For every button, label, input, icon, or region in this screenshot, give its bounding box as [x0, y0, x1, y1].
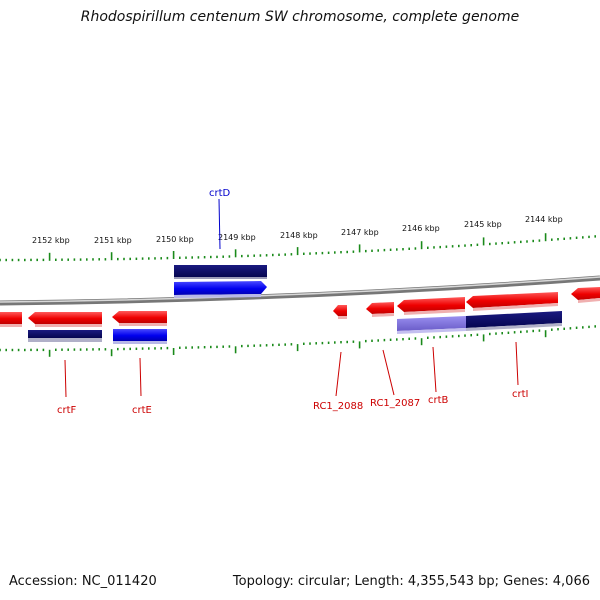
gene-arrow-right-partial-shadow: [578, 298, 600, 303]
gene-label-crtD: crtD: [209, 188, 231, 199]
crtI-annotation-bar: [466, 311, 562, 328]
crtI-gene-arrow-shadow: [473, 303, 558, 311]
forward-strand-features: [174, 265, 267, 298]
gene-label-crtI: crtI: [512, 389, 528, 400]
chromosome-backbone-highlight: [0, 276, 600, 303]
tick-label-2148kbp: 2148 kbp: [280, 231, 318, 240]
crtB-annotation-shadow: [397, 328, 466, 334]
crtD-gene-arrow: [174, 281, 267, 295]
gene-label-RC1_2087: RC1_2087: [370, 398, 420, 409]
tick-label-2149kbp: 2149 kbp: [218, 233, 256, 242]
RC1_2088-gene-arrow-shadow: [338, 316, 347, 319]
scale-tick-labels: 2152 kbp 2151 kbp 2150 kbp 2149 kbp 2148…: [32, 215, 563, 245]
crtE-gene-arrow-shadow: [119, 323, 167, 326]
tick-label-2150kbp: 2150 kbp: [156, 235, 194, 244]
accession-text: Accession: NC_011420: [9, 574, 157, 589]
gene-arrow-right-partial: [571, 287, 600, 300]
genome-stats-text: Topology: circular; Length: 4,355,543 bp…: [232, 574, 590, 589]
crtE-leader-line: [139, 357, 142, 397]
tick-label-2144kbp: 2144 kbp: [525, 215, 563, 224]
crtF-annotation-shadow: [28, 338, 102, 342]
chromosome-backbone: [0, 275, 600, 306]
tick-label-2151kbp: 2151 kbp: [94, 236, 132, 245]
RC1_2088-gene-arrow: [333, 305, 347, 316]
gene-label-RC1_2088: RC1_2088: [313, 401, 363, 412]
tick-label-2146kbp: 2146 kbp: [402, 224, 440, 233]
RC1_2087-gene-arrow: [366, 302, 394, 314]
crtB-gene-arrow-shadow: [404, 309, 465, 315]
RC1_2087-gene-arrow-shadow: [372, 313, 394, 317]
gene-labels: crtD crtF crtE RC1_2088 RC1_2087 crtB cr…: [57, 188, 528, 416]
crtE-annotation-shadow: [113, 341, 167, 344]
crtE-gene-arrow: [112, 311, 167, 323]
tick-label-2152kbp: 2152 kbp: [32, 236, 70, 245]
reverse-strand-features: [0, 287, 600, 344]
gene-arrow-left-partial-shadow: [0, 324, 22, 327]
crtI-annotation-shadow: [466, 323, 562, 331]
crtF-leader-line: [64, 359, 67, 398]
gene-label-crtB: crtB: [428, 395, 449, 406]
outer-scale-track: [0, 233, 597, 262]
crtD-leader-line: [218, 198, 221, 250]
crtD-annotation-bar: [174, 265, 267, 277]
crtF-gene-arrow-shadow: [35, 324, 102, 327]
gene-leader-lines: [64, 198, 519, 398]
RC1_2088-leader-line: [335, 351, 342, 397]
crtE-annotation-bar: [113, 329, 167, 341]
tick-label-2147kbp: 2147 kbp: [341, 228, 379, 237]
crtF-annotation-bar: [28, 330, 102, 338]
crtI-gene-arrow: [466, 292, 558, 308]
gene-arrow-left-partial: [0, 312, 22, 324]
RC1_2087-leader-line: [382, 349, 395, 396]
crtB-leader-line: [432, 346, 437, 393]
crtB-gene-arrow: [397, 297, 465, 312]
map-title: Rhodospirillum centenum SW chromosome, c…: [80, 9, 520, 25]
gene-label-crtF: crtF: [57, 405, 77, 416]
crtD-gene-arrow-shadow: [174, 294, 261, 298]
crtB-annotation-bar: [397, 316, 466, 331]
tick-label-2145kbp: 2145 kbp: [464, 220, 502, 229]
crtF-gene-arrow: [28, 312, 102, 324]
gene-label-crtE: crtE: [132, 405, 152, 416]
crtD-annotation-shadow: [174, 277, 267, 279]
crtI-leader-line: [515, 341, 519, 386]
inner-scale-track: [0, 325, 597, 357]
